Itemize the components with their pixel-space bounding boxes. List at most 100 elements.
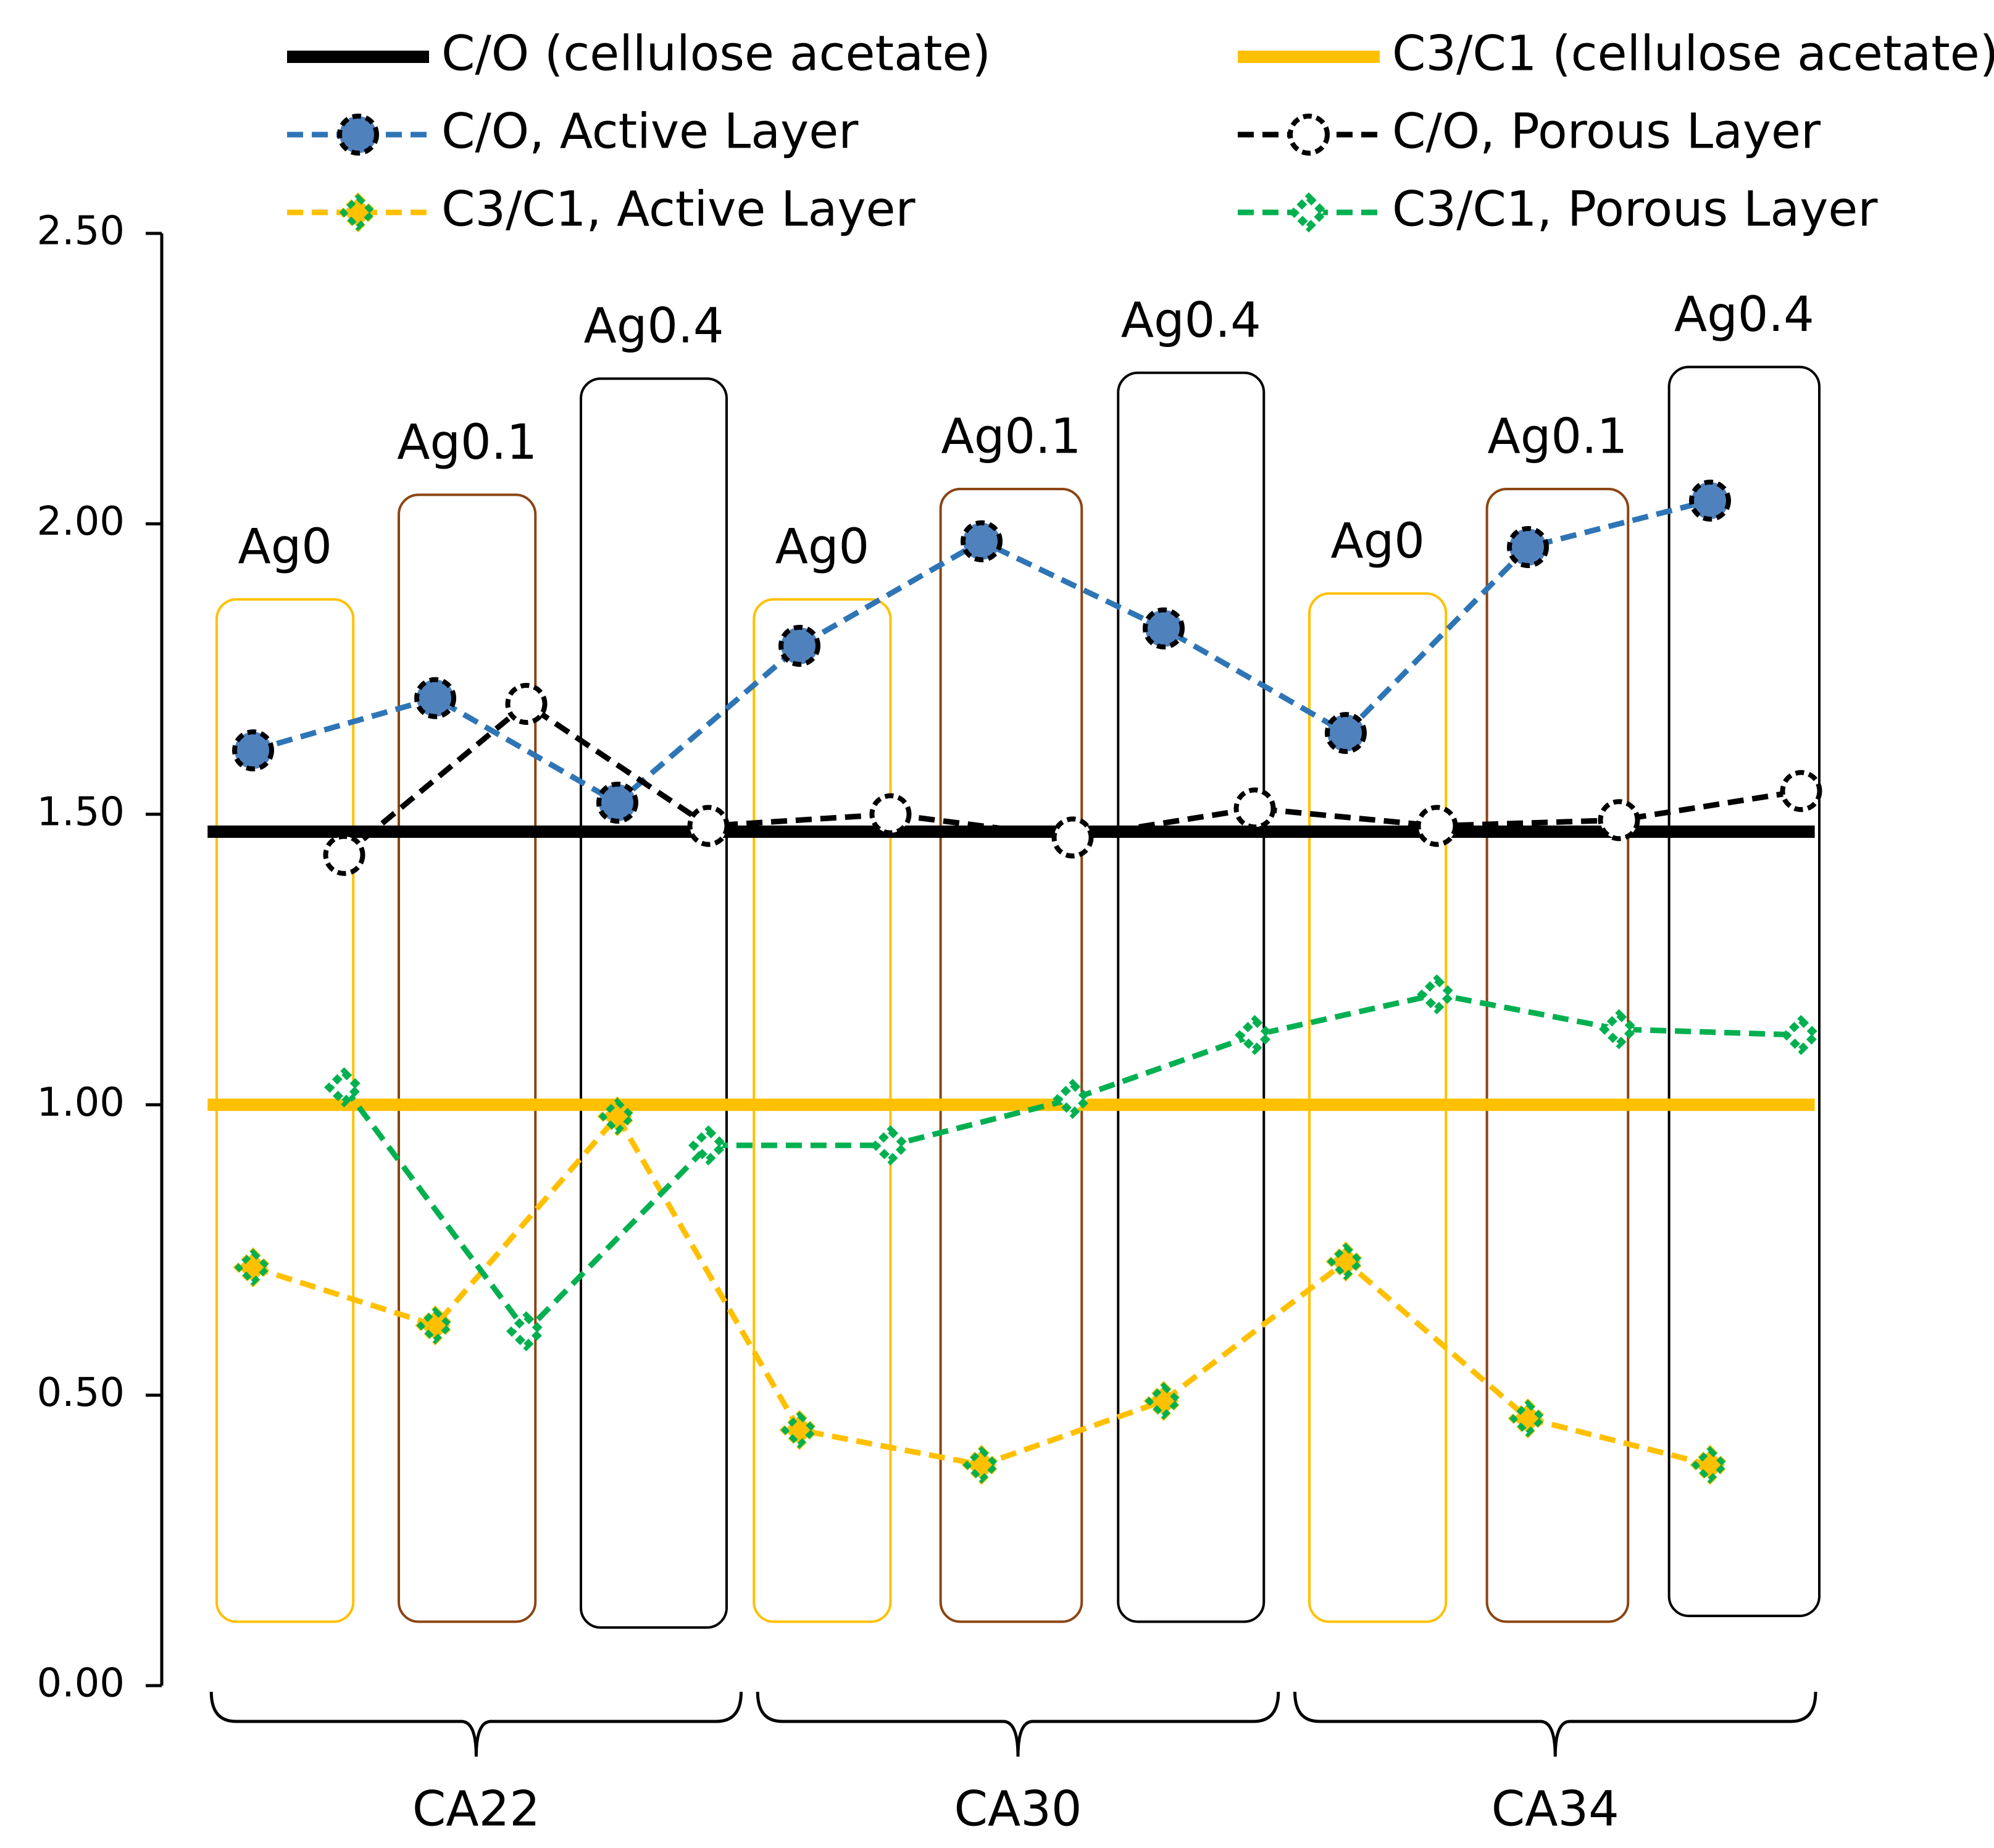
condition-box-label-6: Ag0	[1330, 514, 1425, 569]
legend-marker-5-shape	[1288, 192, 1329, 233]
series-2-point-1-outline	[416, 1307, 454, 1345]
legend-label-2: C/O, Active Layer	[441, 104, 859, 159]
series-1-point-0	[323, 834, 365, 876]
series-3-point-3-shape	[870, 1125, 911, 1166]
series-2-point-6-outline	[1327, 1242, 1365, 1281]
series-0-point-3	[778, 624, 820, 667]
series-0-point-7	[1507, 526, 1549, 569]
legend-label-3: C/O, Porous Layer	[1392, 104, 1821, 159]
series-3-point-4	[1053, 1079, 1093, 1119]
y-tick-label-5: 2.50	[37, 209, 125, 254]
legend-item-2: C/O, Active Layer	[287, 104, 859, 159]
condition-box-label-0: Ag0	[238, 519, 332, 575]
series-1-point-5	[1233, 787, 1276, 830]
condition-box-4	[939, 487, 1083, 1623]
y-tick-label-3: 1.50	[37, 789, 125, 835]
series-0-point-2	[596, 781, 638, 824]
series-1-point-4	[1051, 816, 1094, 859]
series-2-point-2	[597, 1096, 638, 1137]
series-2-point-0-outline	[234, 1248, 272, 1286]
condition-box-label-8: Ag0.4	[1674, 287, 1814, 343]
series-1-point-2	[687, 805, 730, 847]
group-brace-2	[1293, 1691, 1817, 1757]
series-2-point-5	[1143, 1381, 1184, 1421]
series-2-point-6	[1325, 1241, 1366, 1282]
series-2-point-5-outline	[1145, 1382, 1183, 1420]
series-3-point-3	[870, 1125, 911, 1166]
series-0-point-1	[414, 677, 456, 719]
series-3-point-1	[506, 1311, 546, 1352]
legend-label-5: C3/C1, Porous Layer	[1392, 182, 1878, 237]
condition-box-1	[398, 493, 537, 1623]
series-2-point-1	[415, 1305, 456, 1346]
legend-marker-2	[337, 114, 379, 156]
legend-label-0: C/O (cellulose acetate)	[441, 26, 991, 82]
legend-marker-4	[338, 192, 378, 233]
legend-item-1: C3/C1 (cellulose acetate)	[1238, 26, 1994, 82]
series-3-point-6-shape	[1417, 974, 1457, 1014]
series-0-point-0	[232, 729, 274, 772]
group-brace-layer: CA22 CA30 CA34	[209, 1691, 1817, 1837]
y-tick-label-0: 0.00	[37, 1661, 125, 1707]
series-2-point-3-outline	[780, 1411, 819, 1449]
series-3-point-8-shape	[1781, 1014, 1821, 1055]
group-label-0: CA22	[412, 1781, 540, 1837]
legend-item-3: C/O, Porous Layer	[1238, 104, 1821, 159]
condition-box-2	[580, 377, 728, 1629]
series-3-point-6	[1417, 974, 1457, 1014]
series-1-point-3	[869, 793, 912, 835]
legend-label-1: C3/C1 (cellulose acetate)	[1392, 26, 1994, 82]
condition-box-label-3: Ag0	[775, 519, 870, 575]
series-line-3	[341, 991, 1801, 1336]
legend: C/O (cellulose acetate) C3/C1 (cellulose …	[287, 26, 1994, 237]
condition-box-label-2: Ag0.4	[584, 299, 724, 354]
series-3-point-0	[324, 1067, 364, 1108]
series-3-point-2-shape	[688, 1125, 728, 1166]
condition-box-label-4: Ag0.1	[941, 409, 1081, 464]
y-tick-label-2: 1.00	[37, 1080, 125, 1126]
y-tick-label-1: 0.50	[37, 1370, 125, 1416]
series-3-point-7-shape	[1599, 1009, 1639, 1050]
reference-line-layer	[207, 826, 1815, 1111]
series-2-point-0	[233, 1247, 273, 1288]
series-2-point-2-outline	[598, 1097, 636, 1135]
y-tick-label-4: 2.00	[37, 499, 125, 545]
series-0-point-6	[1325, 712, 1367, 755]
legend-marker-3	[1288, 114, 1330, 156]
condition-box-label-7: Ag0.1	[1487, 409, 1627, 464]
series-2-point-7-outline	[1509, 1399, 1547, 1437]
legend-item-4: C3/C1, Active Layer	[287, 182, 916, 237]
series-2-point-4-outline	[962, 1446, 1001, 1484]
legend-item-0: C/O (cellulose acetate)	[287, 26, 991, 82]
series-2-point-8	[1690, 1445, 1730, 1485]
series-1-point-1	[505, 683, 548, 725]
series-layer	[232, 479, 1822, 1485]
group-brace-0	[209, 1691, 743, 1757]
series-2-point-4	[961, 1445, 1002, 1485]
series-3-point-1-shape	[506, 1311, 546, 1352]
series-3-point-4-shape	[1053, 1079, 1093, 1119]
series-3-point-7	[1599, 1009, 1639, 1050]
series-3-point-2	[688, 1125, 728, 1166]
condition-box-7	[1485, 487, 1630, 1623]
condition-box-5	[1117, 371, 1266, 1623]
group-label-2: CA34	[1491, 1781, 1619, 1837]
series-1-point-6	[1416, 805, 1458, 847]
y-axis: 0.00 0.50 1.00 1.50 2.00 2.50	[37, 209, 164, 1707]
box-layer: Ag0 Ag0.1 Ag0.4 Ag0 Ag0.1 Ag0.4 Ag0 Ag0.1 Ag0.4	[215, 287, 1821, 1629]
series-0-point-8	[1689, 479, 1731, 522]
group-label-1: CA30	[954, 1781, 1082, 1837]
series-3-point-5-shape	[1235, 1014, 1275, 1055]
series-line-2	[252, 1111, 1711, 1468]
legend-marker-5	[1288, 192, 1329, 233]
series-0-point-4	[961, 520, 1003, 562]
series-2-point-7	[1508, 1398, 1548, 1439]
condition-box-label-5: Ag0.4	[1121, 293, 1261, 348]
group-brace-1	[756, 1691, 1280, 1757]
series-3-point-5	[1235, 1014, 1275, 1055]
legend-marker-4-outline	[339, 193, 377, 232]
condition-box-8	[1667, 366, 1821, 1618]
series-3-point-0-shape	[324, 1067, 364, 1108]
series-0-point-5	[1143, 607, 1185, 650]
